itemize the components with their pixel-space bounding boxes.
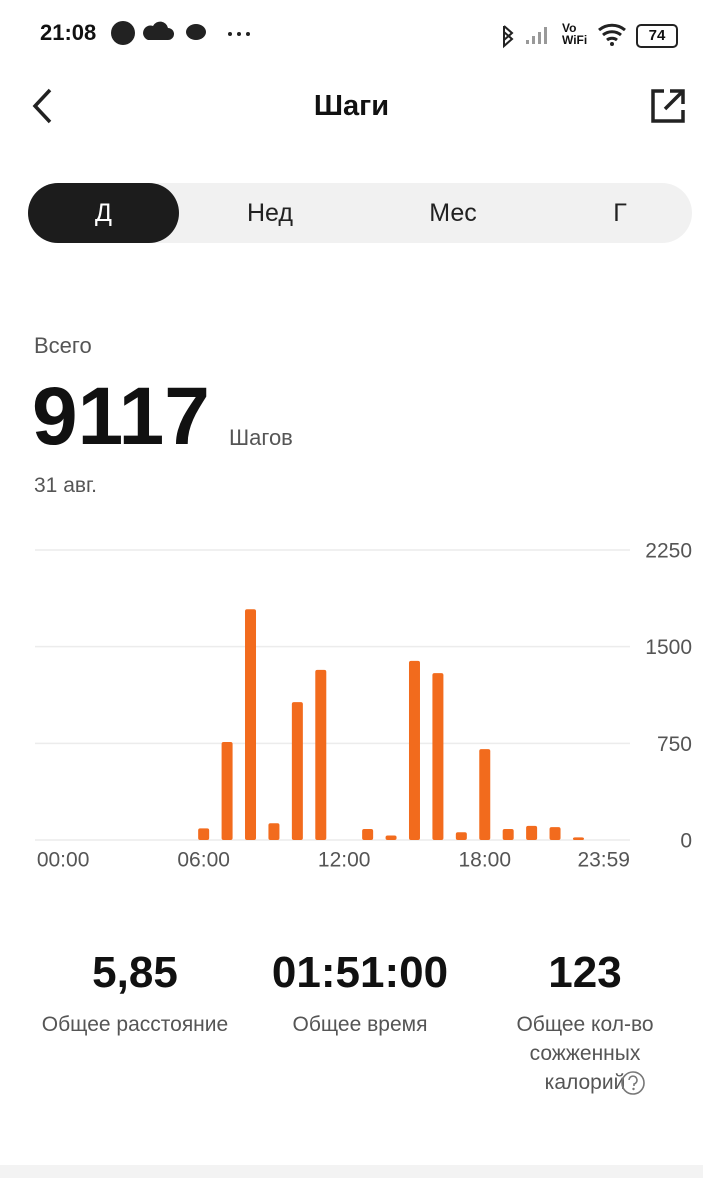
- back-button[interactable]: [28, 86, 58, 126]
- tab[interactable]: Д: [95, 199, 112, 227]
- bar: [385, 835, 397, 840]
- summary-label: Всего: [34, 333, 92, 358]
- bar: [362, 829, 374, 840]
- bar: [502, 829, 514, 840]
- x-tick-label: 18:00: [458, 849, 511, 872]
- wifi-icon: [598, 23, 626, 46]
- stat-label: Общее расстояние: [41, 1013, 229, 1036]
- stat-value: 01:51:00: [271, 948, 449, 997]
- bar: [315, 669, 327, 840]
- bar: [432, 673, 444, 840]
- bar: [268, 823, 280, 840]
- tab-selected-bg: [28, 183, 179, 243]
- status-icons-left: [111, 21, 250, 45]
- stat-value: 5,85: [92, 948, 178, 997]
- summary-value: 9117: [32, 371, 210, 462]
- stat-label: Общее время: [292, 1013, 428, 1036]
- y-tick-label: 750: [657, 733, 692, 756]
- status-network: Vo WiFi: [562, 21, 588, 47]
- bar: [221, 742, 233, 840]
- y-tick-label: 1500: [645, 636, 692, 659]
- bar: [198, 828, 210, 840]
- stat-label: Общее кол-во сожженных калорий: [516, 1013, 654, 1094]
- help-icon[interactable]: [620, 1070, 646, 1096]
- battery: 74: [636, 24, 678, 48]
- page-title: Шаги: [313, 90, 390, 122]
- bar: [291, 702, 303, 840]
- bar: [526, 825, 538, 840]
- chart: 0 750 1500 2250 00:00 06:00 12:00 18:00 23:59: [35, 540, 692, 872]
- x-tick-label: 12:00: [318, 849, 371, 872]
- bar: [408, 660, 420, 840]
- bottom-divider: [0, 1165, 703, 1178]
- bar: [549, 827, 561, 840]
- y-tick-label: 0: [680, 830, 692, 853]
- tab[interactable]: Мес: [429, 199, 477, 227]
- x-tick-label: 06:00: [177, 849, 230, 872]
- y-tick-label: 2250: [645, 540, 692, 563]
- status-icons-right: [503, 25, 547, 49]
- x-tick-label: 23:59: [577, 849, 630, 872]
- bar: [479, 749, 491, 840]
- summary-date: 31 авг.: [34, 474, 97, 497]
- status-time: 21:08: [40, 20, 97, 45]
- x-tick-label: 00:00: [37, 849, 90, 872]
- bar: [245, 609, 257, 840]
- tab[interactable]: Г: [613, 199, 627, 227]
- bar: [572, 837, 584, 840]
- bar: [455, 832, 467, 840]
- summary-unit: Шагов: [229, 425, 293, 450]
- stat-value: 123: [548, 948, 622, 997]
- tab[interactable]: Нед: [247, 199, 293, 227]
- share-button[interactable]: [648, 86, 688, 126]
